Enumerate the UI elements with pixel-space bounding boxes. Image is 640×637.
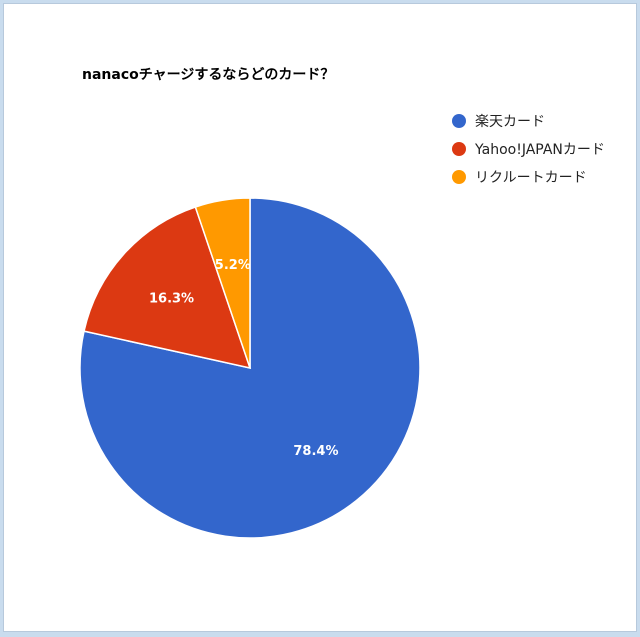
- legend-item-yahoo[interactable]: Yahoo!JAPANカード: [452, 135, 605, 163]
- legend-label-recruit: リクルートカード: [475, 170, 587, 186]
- chart-frame: nanacoチャージするならどのカード？ 78.4% 16.3% 5.2% 楽天カー…: [3, 3, 637, 632]
- chart-title: nanacoチャージするならどのカード？: [82, 67, 335, 83]
- legend: 楽天カード Yahoo!JAPANカード リクルートカード: [452, 107, 605, 191]
- pie-label-rakuten: 78.4%: [293, 444, 338, 459]
- pie-label-yahoo: 16.3%: [149, 292, 194, 307]
- legend-label-yahoo: Yahoo!JAPANカード: [475, 142, 605, 158]
- pie-slice-recruit[interactable]: [194, 197, 251, 369]
- pie-chart: 78.4% 16.3% 5.2%: [79, 197, 421, 539]
- pie-label-recruit: 5.2%: [215, 258, 251, 273]
- pie-labels: 78.4% 16.3% 5.2%: [149, 258, 339, 459]
- legend-swatch-yahoo: [452, 142, 466, 156]
- legend-swatch-recruit: [452, 170, 466, 184]
- legend-label-rakuten: 楽天カード: [475, 114, 545, 130]
- legend-item-rakuten[interactable]: 楽天カード: [452, 107, 605, 135]
- legend-swatch-rakuten: [452, 114, 466, 128]
- legend-item-recruit[interactable]: リクルートカード: [452, 163, 605, 191]
- pie-slices: [79, 197, 421, 539]
